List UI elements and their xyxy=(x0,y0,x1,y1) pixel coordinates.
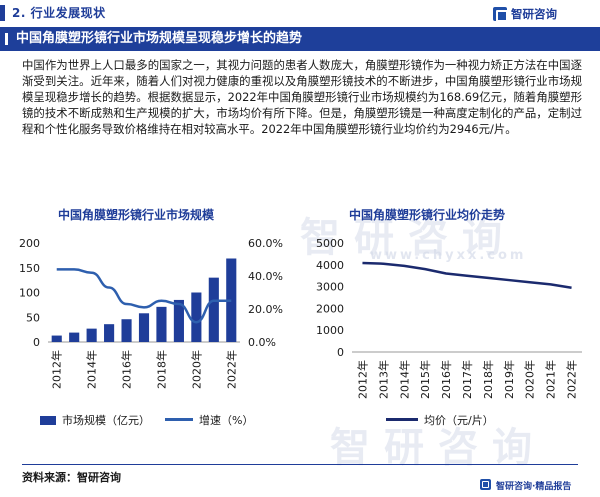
growth-rate-line xyxy=(56,268,232,324)
left-y-tick: 200 xyxy=(19,237,40,250)
top-bar: 2. 行业发展现状 智研咨询 xyxy=(0,0,600,26)
legend-price-label: 均价（元/片） xyxy=(424,414,494,427)
right-y-tick: 60.0% xyxy=(248,237,283,250)
market-size-bar xyxy=(69,332,80,342)
right-y-tick: 40.0% xyxy=(248,270,283,283)
price-x-tick-label: 2012年 xyxy=(355,360,369,399)
x-tick-label: 2022年 xyxy=(224,350,238,389)
market-size-bar xyxy=(191,292,202,342)
market-size-bar xyxy=(121,319,132,342)
x-tick-label: 2020年 xyxy=(189,350,203,389)
section-title: 2. 行业发展现状 xyxy=(12,6,106,20)
footer-slogan: 智研咨询·精品报告 xyxy=(496,482,572,492)
market-size-bar xyxy=(138,313,150,342)
right-y-tick: 20.0% xyxy=(248,303,283,316)
price-x-tick-label: 2015年 xyxy=(418,360,432,399)
price-y-tick: 3000 xyxy=(316,281,344,294)
footer-logo-icon xyxy=(480,479,491,490)
right-chart-title: 中国角膜塑形镜行业均价走势 xyxy=(349,208,506,222)
banner-accent xyxy=(5,33,8,45)
market-size-bar xyxy=(226,258,237,342)
price-x-tick-label: 2020年 xyxy=(523,360,537,399)
right-legend-line: 均价（元/片） xyxy=(386,412,494,428)
market-size-bar xyxy=(51,335,62,342)
price-x-tick-label: 2014年 xyxy=(397,360,411,399)
market-size-bar xyxy=(86,328,97,342)
brand-name: 智研咨询 xyxy=(511,7,557,21)
zhiyan-logo-icon xyxy=(493,7,508,22)
intro-paragraph: 中国作为世界上人口最多的国家之一，其视力问题的患者人数庞大，角膜塑形镜作为一种视… xyxy=(22,58,582,136)
left-legend-line: 增速（%） xyxy=(165,412,253,428)
legend-line-swatch xyxy=(165,418,193,421)
source-note: 资料来源：智研咨询 xyxy=(22,471,121,484)
right-y-tick: 0.0% xyxy=(248,336,276,349)
x-tick-label: 2016年 xyxy=(120,350,134,389)
price-x-tick-label: 2019年 xyxy=(502,360,516,399)
avg-price-chart: 0 1000 2000 3000 4000 5000 2012年 2013年 2014年 2015… xyxy=(316,237,582,399)
price-x-tick-label: 2022年 xyxy=(565,360,579,399)
left-y-tick: 50 xyxy=(26,311,40,324)
left-legend-bar: 市场规模（亿元） xyxy=(40,412,150,428)
price-y-tick: 0 xyxy=(337,346,344,359)
price-y-tick: 5000 xyxy=(316,237,344,250)
legend-bar-label: 市场规模（亿元） xyxy=(62,414,150,427)
price-y-tick: 4000 xyxy=(316,259,344,272)
market-size-bar xyxy=(156,306,167,342)
market-size-bar xyxy=(208,277,219,342)
x-tick-label: 2018年 xyxy=(154,350,168,389)
market-size-bar xyxy=(173,299,184,342)
avg-price-line xyxy=(362,261,572,290)
price-x-tick-label: 2018年 xyxy=(481,360,495,399)
legend-bar-swatch xyxy=(40,416,56,425)
section-accent xyxy=(0,5,5,21)
footer-divider xyxy=(22,464,578,465)
left-chart-title: 中国角膜塑形镜行业市场规模 xyxy=(58,208,215,222)
market-size-chart: 0 50 100 150 200 0.0% 20.0% 40.0% 60.0% 2012年 2014… xyxy=(19,237,283,389)
price-x-tick-label: 2013年 xyxy=(376,360,390,399)
legend-price-swatch xyxy=(386,418,418,421)
market-size-bar xyxy=(104,324,115,342)
price-y-tick: 1000 xyxy=(316,324,344,337)
left-y-tick: 150 xyxy=(19,262,40,275)
x-tick-label: 2012年 xyxy=(50,350,64,389)
left-y-tick: 100 xyxy=(19,287,40,300)
price-x-tick-label: 2016年 xyxy=(439,360,453,399)
x-tick-label: 2014年 xyxy=(85,350,99,389)
headline-title: 中国角膜塑形镜行业市场规模呈现稳步增长的趋势 xyxy=(16,31,303,46)
legend-line-label: 增速（%） xyxy=(199,414,254,427)
left-y-tick: 0 xyxy=(33,336,40,349)
price-y-tick: 2000 xyxy=(316,302,344,315)
price-x-tick-label: 2021年 xyxy=(544,360,558,399)
headline-banner: 中国角膜塑形镜行业市场规模呈现稳步增长的趋势 xyxy=(0,27,600,51)
price-x-tick-label: 2017年 xyxy=(460,360,474,399)
